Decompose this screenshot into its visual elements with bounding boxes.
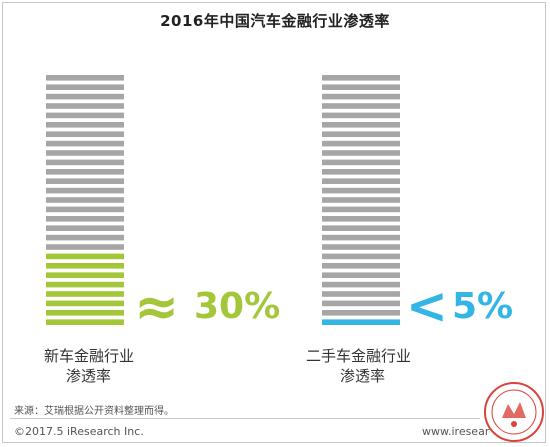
empty-stripe-new-car	[46, 150, 124, 156]
empty-stripe-used-car	[322, 159, 400, 166]
filled-stripe-new-car	[46, 272, 124, 278]
empty-stripe-used-car	[322, 216, 400, 222]
empty-stripe-new-car	[46, 244, 124, 250]
empty-stripe-used-car	[322, 150, 400, 156]
empty-stripe-used-car	[322, 234, 400, 241]
empty-stripe-used-car	[322, 281, 400, 288]
empty-stripe-new-car	[46, 187, 124, 194]
empty-stripe-new-car	[46, 93, 124, 100]
empty-stripe-new-car	[46, 197, 124, 203]
empty-stripe-used-car	[322, 131, 400, 137]
empty-stripe-used-car	[322, 206, 400, 213]
empty-stripe-used-car	[322, 244, 400, 250]
empty-stripe-new-car	[46, 206, 124, 213]
empty-stripe-used-car	[322, 300, 400, 307]
empty-stripe-used-car	[322, 253, 400, 260]
empty-stripe-new-car	[46, 112, 124, 119]
copyright-text: ©2017.5 iResearch Inc.	[14, 425, 144, 438]
red-seal-stamp	[484, 382, 544, 442]
empty-stripe-new-car	[46, 216, 124, 222]
value-text-new-car: 30%	[194, 286, 280, 327]
empty-stripe-new-car	[46, 234, 124, 241]
empty-stripe-new-car	[46, 169, 124, 175]
empty-stripe-new-car	[46, 225, 124, 231]
chart-title: 2016年中国汽车金融行业渗透率	[160, 12, 390, 30]
filled-stripe-new-car	[46, 300, 124, 307]
empty-stripe-used-car	[322, 178, 400, 184]
value-text-used-car: 5%	[452, 286, 513, 327]
empty-stripe-new-car	[46, 75, 124, 81]
bar-used-car	[322, 75, 400, 325]
empty-stripe-used-car	[322, 169, 400, 175]
filled-stripe-new-car	[46, 281, 124, 288]
category-label-new-car: 新车金融行业 渗透率	[44, 346, 134, 386]
chart-frame	[2, 2, 546, 443]
empty-stripe-used-car	[322, 310, 400, 316]
filled-stripe-new-car	[46, 291, 124, 297]
source-note: 来源：艾瑞根据公开资料整理而得。	[14, 406, 174, 417]
filled-stripe-used-car	[322, 319, 400, 325]
empty-stripe-new-car	[46, 131, 124, 137]
empty-stripe-used-car	[322, 263, 400, 269]
filled-stripe-new-car	[46, 263, 124, 269]
empty-stripe-new-car	[46, 103, 124, 109]
empty-stripe-used-car	[322, 103, 400, 109]
empty-stripe-new-car	[46, 122, 124, 128]
value-label-new-car: ≈30%	[134, 275, 280, 338]
empty-stripe-used-car	[322, 187, 400, 194]
empty-stripe-new-car	[46, 140, 124, 147]
category-label-used-car-line1: 二手车金融行业	[306, 347, 412, 365]
empty-stripe-used-car	[322, 291, 400, 297]
empty-stripe-used-car	[322, 122, 400, 128]
empty-stripe-used-car	[322, 93, 400, 100]
value-symbol-new-car: ≈	[134, 275, 179, 338]
empty-stripe-used-car	[322, 112, 400, 119]
category-label-used-car: 二手车金融行业 渗透率	[306, 346, 411, 386]
empty-stripe-used-car	[322, 197, 400, 203]
empty-stripe-new-car	[46, 84, 124, 90]
footer-divider	[10, 418, 480, 419]
bar-new-car	[46, 75, 124, 325]
empty-stripe-used-car	[322, 272, 400, 278]
category-label-new-car-line2: 渗透率	[66, 367, 112, 385]
empty-stripe-used-car	[322, 225, 400, 231]
value-label-used-car: <5%	[406, 277, 513, 335]
category-label-new-car-line1: 新车金融行业	[44, 347, 135, 365]
filled-stripe-new-car	[46, 310, 124, 316]
empty-stripe-used-car	[322, 84, 400, 90]
filled-stripe-new-car	[46, 253, 124, 260]
empty-stripe-used-car	[322, 75, 400, 81]
value-symbol-used-car: <	[406, 277, 448, 335]
filled-stripe-new-car	[46, 319, 124, 325]
website-text: www.iresearch.com.cn	[422, 425, 490, 438]
empty-stripe-new-car	[46, 178, 124, 184]
empty-stripe-used-car	[322, 140, 400, 147]
category-label-used-car-line2: 渗透率	[340, 367, 386, 385]
empty-stripe-new-car	[46, 159, 124, 166]
